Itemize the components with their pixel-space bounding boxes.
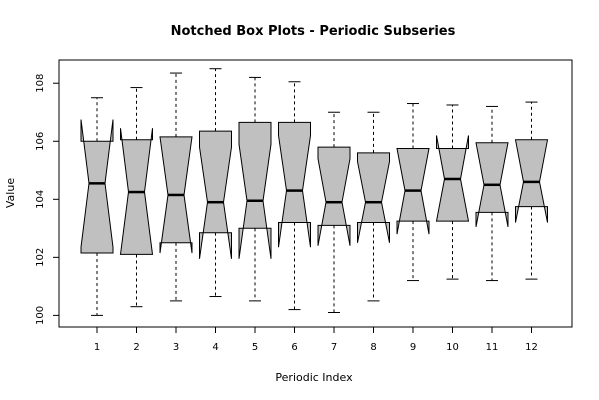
box-8 [357, 111, 390, 302]
x-tick-label: 12 [525, 342, 538, 353]
x-tick-label: 6 [291, 342, 297, 353]
box-group [80, 68, 549, 316]
box-body [317, 146, 351, 246]
box-7 [317, 111, 351, 313]
box-5 [238, 76, 272, 302]
x-tick-label: 1 [94, 342, 100, 353]
box-10 [435, 104, 470, 280]
box-body [238, 121, 272, 259]
y-tick-label: 100 [35, 306, 46, 325]
y-axis: 100 102 104 106 108 [35, 74, 60, 325]
y-tick-label: 106 [35, 132, 46, 151]
x-tick-label: 7 [331, 342, 337, 353]
x-tick-label: 3 [173, 342, 179, 353]
y-tick-label: 102 [35, 248, 46, 267]
x-axis-label: Periodic Index [275, 371, 353, 384]
x-tick-label: 8 [370, 342, 376, 353]
y-tick-label: 108 [35, 74, 46, 93]
box-body [199, 130, 232, 259]
box-body [80, 119, 114, 254]
box-3 [159, 72, 193, 302]
box-1 [80, 97, 114, 316]
x-tick-label: 4 [212, 342, 218, 353]
y-axis-label: Value [4, 178, 17, 208]
y-tick-label: 104 [35, 190, 46, 209]
box-4 [199, 68, 232, 298]
box-12 [514, 101, 549, 280]
box-2 [119, 87, 154, 308]
x-tick-label: 5 [252, 342, 258, 353]
box-body [278, 121, 311, 248]
box-9 [396, 103, 430, 282]
chart-title: Notched Box Plots - Periodic Subseries [171, 24, 456, 39]
box-body [357, 152, 390, 243]
x-tick-label: 2 [133, 342, 139, 353]
box-6 [278, 81, 311, 311]
x-tick-label: 10 [446, 342, 459, 353]
x-axis: 1 2 3 4 5 6 7 8 9 10 11 12 [94, 326, 538, 353]
box-11 [475, 105, 509, 282]
x-tick-label: 11 [486, 342, 499, 353]
x-tick-label: 9 [410, 342, 416, 353]
